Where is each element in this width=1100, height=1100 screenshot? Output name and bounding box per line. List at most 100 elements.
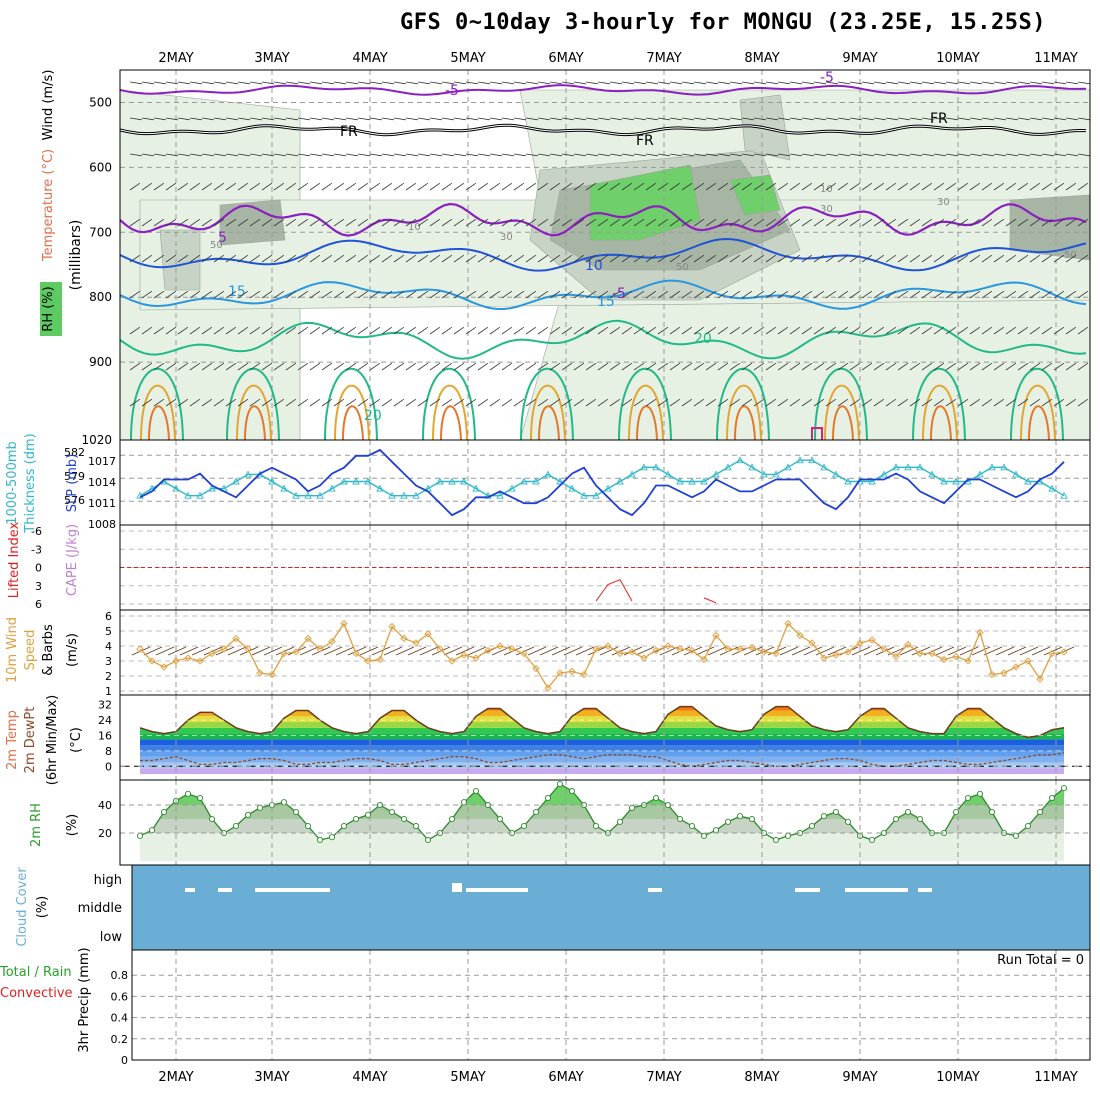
wind-barb <box>141 153 154 157</box>
wind-barb <box>765 326 777 335</box>
cloud-gap <box>795 888 820 892</box>
rh-point <box>148 827 156 834</box>
wind-speed-point <box>448 657 456 665</box>
cloud-gap <box>648 888 662 892</box>
wind-barb <box>561 254 573 263</box>
thickness-point <box>712 470 720 478</box>
wind-barb <box>921 362 933 371</box>
wind-barb <box>417 254 429 263</box>
wind-barb <box>825 362 837 371</box>
wind-barb <box>333 182 345 191</box>
temp-tick-label: 16 <box>98 730 112 743</box>
wind-barb <box>825 182 837 191</box>
wind-barb <box>417 290 429 299</box>
temp-tick-label: 8 <box>105 745 112 758</box>
thickness-tick-label: 576 <box>64 494 85 507</box>
wind-barb <box>165 81 178 85</box>
wind-barb <box>285 290 297 299</box>
wind-barb <box>813 290 825 299</box>
temp-line <box>139 705 1065 739</box>
wind-barb <box>933 254 945 263</box>
wind-barb <box>741 153 754 157</box>
wind-barb <box>981 182 993 191</box>
wind-barb <box>657 182 669 191</box>
wind-barb <box>165 254 177 263</box>
wind-barb <box>633 218 645 227</box>
wind-barb-10m <box>623 646 643 656</box>
wind-barb <box>717 254 729 263</box>
wind-barb <box>861 290 873 299</box>
wind-barb <box>981 254 993 263</box>
wind-barb <box>693 362 705 371</box>
cloud-level-label: low <box>100 930 123 945</box>
wind-barb <box>273 153 286 157</box>
wind-barb <box>945 153 958 157</box>
wind-barb <box>549 218 561 227</box>
wind-barb <box>393 81 406 85</box>
wind-barb <box>681 81 694 85</box>
wind-barb-10m <box>383 646 403 656</box>
wind-barb-10m <box>395 646 415 656</box>
wind-barb <box>909 218 921 227</box>
rh-point <box>448 815 456 823</box>
rh-point <box>424 836 432 844</box>
wind-barb <box>561 326 573 335</box>
rh-point <box>412 822 420 830</box>
rh-point <box>496 815 504 823</box>
rh-point <box>364 811 372 818</box>
day-label-top: 6MAY <box>548 51 583 66</box>
wind-barb <box>693 153 706 157</box>
wind-barb <box>729 398 741 407</box>
temp-color-band <box>140 756 1064 763</box>
ylabel-temp-4: (°C) <box>69 727 84 753</box>
wind-barb <box>849 81 862 85</box>
ylabel-rh2m-unit: (%) <box>65 814 80 837</box>
wind-barb <box>885 398 897 407</box>
wind-barb <box>1053 218 1065 227</box>
wind-barb <box>309 182 321 191</box>
wind-barb <box>321 182 333 191</box>
wind-speed-point <box>292 648 300 656</box>
wind-speed-point <box>844 648 852 656</box>
wind-barb <box>273 81 286 85</box>
wind-barb <box>513 290 525 299</box>
wind-barb <box>957 81 970 85</box>
wind-barb <box>573 362 585 371</box>
thickness-point <box>700 477 708 485</box>
wind-barb <box>909 182 921 191</box>
wind-barb <box>405 81 418 85</box>
wind-barb <box>201 326 213 335</box>
thickness-point <box>820 463 828 471</box>
contour-25c-loop <box>140 384 176 441</box>
wind-barb <box>213 290 225 299</box>
wind-speed-point <box>628 648 636 656</box>
thickness-point <box>652 463 660 471</box>
wind-barb <box>645 81 658 85</box>
wind-barb-10m <box>599 646 619 656</box>
wind-speed-point <box>316 645 324 653</box>
wind-barb <box>609 326 621 335</box>
wind-barb <box>765 398 777 407</box>
wind-barb <box>189 182 201 191</box>
rh-point <box>616 818 624 825</box>
cloud-gap <box>185 888 195 892</box>
wind-barb <box>573 218 585 227</box>
wind-speed-point <box>424 630 432 638</box>
wind-barb <box>261 398 273 407</box>
wind-barb <box>201 218 213 227</box>
wind-barb <box>525 326 537 335</box>
wind-barb <box>297 218 309 227</box>
wind-barb <box>645 182 657 191</box>
wind-barb <box>873 290 885 299</box>
wind-speed-point <box>940 655 948 664</box>
wind-barb <box>561 218 573 227</box>
wind-barb <box>1065 398 1077 407</box>
wind-barb <box>621 326 633 335</box>
wind-barb <box>741 254 753 263</box>
wind-barb <box>309 398 321 407</box>
wind-barb <box>801 218 813 227</box>
ylabel-pressure: (millibars) <box>68 220 84 291</box>
rh-point <box>916 815 924 823</box>
wind-speed-point <box>352 649 360 658</box>
wind-barb <box>741 362 753 371</box>
